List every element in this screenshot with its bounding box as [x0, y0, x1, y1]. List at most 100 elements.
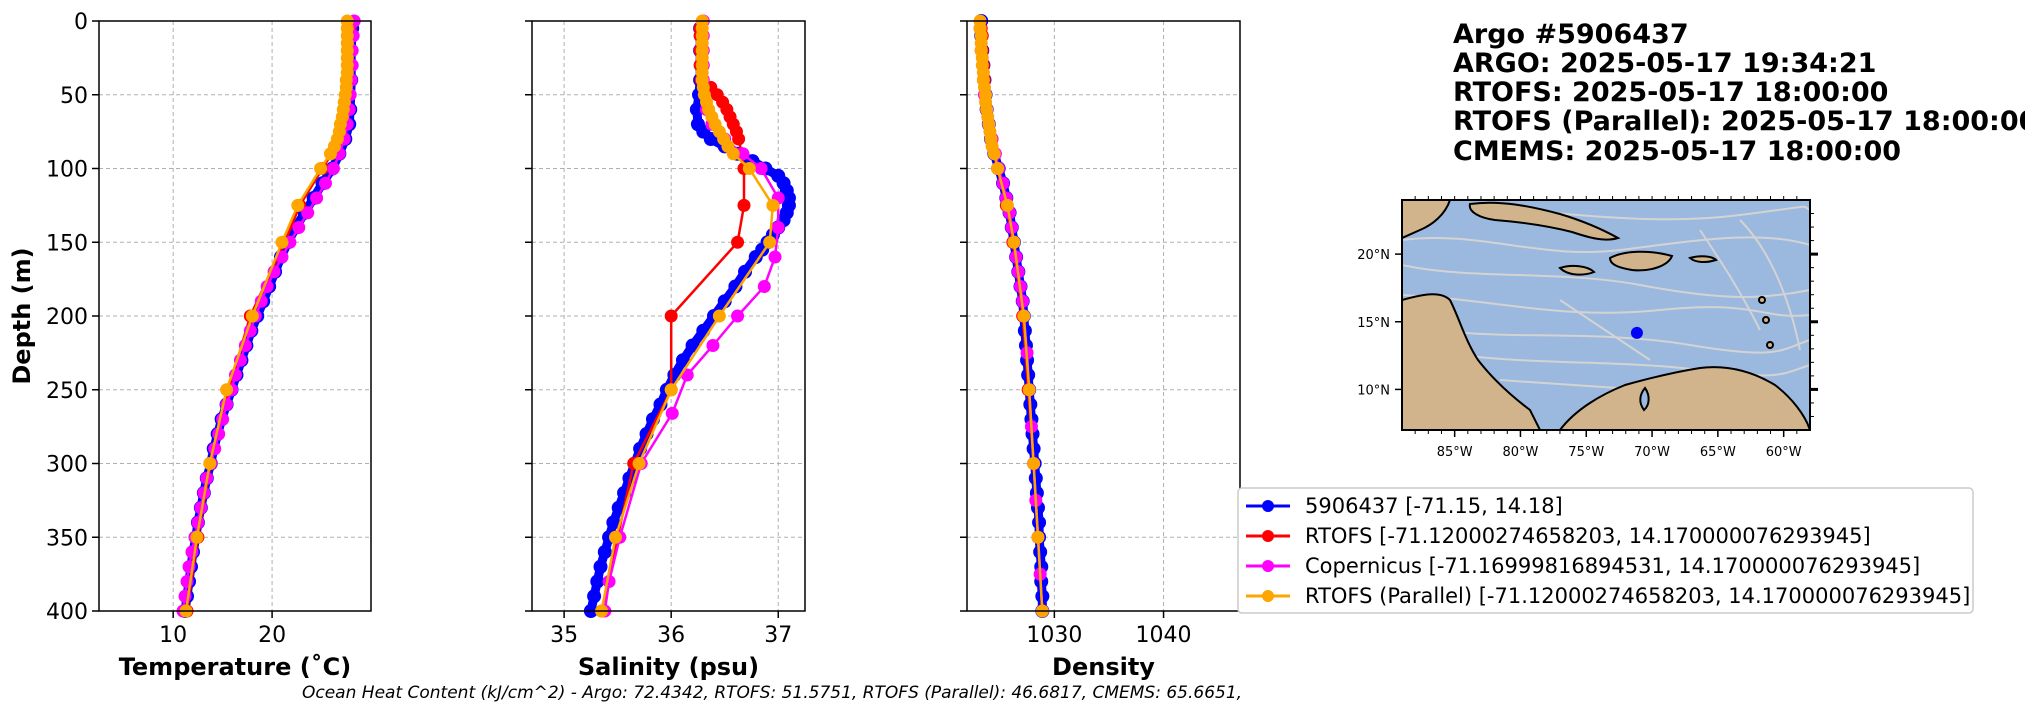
- x-tick-label: 1040: [1136, 623, 1192, 648]
- series-line-argo: [180, 28, 357, 612]
- point-rtofs_parallel: [987, 147, 1001, 161]
- point-copernicus: [731, 309, 745, 323]
- point-rtofs_parallel: [742, 162, 756, 175]
- point-rtofs_parallel: [763, 235, 777, 249]
- point-copernicus: [768, 250, 782, 264]
- title-rtofs-parallel-time: RTOFS (Parallel): 2025-05-17 18:00:00: [1453, 106, 2025, 137]
- location-map: 85°W 80°W 75°W 70°W 65°W 60°W 20°N 15°N 10°N: [1357, 196, 1818, 460]
- legend-marker-rtofs: [1262, 530, 1274, 542]
- x-axis-label: Density: [1052, 653, 1155, 681]
- point-rtofs: [731, 235, 745, 249]
- map-streamlines: [1402, 205, 1810, 396]
- legend-label-copernicus: Copernicus [-71.16999816894531, 14.17000…: [1305, 554, 1920, 578]
- x-tick-label: 20: [258, 623, 286, 648]
- y-tick-label: 100: [46, 158, 88, 183]
- point-argo: [606, 515, 621, 530]
- map-lon-label: 65°W: [1700, 445, 1736, 460]
- legend-marker-copernicus: [1262, 560, 1274, 572]
- point-copernicus: [326, 162, 340, 175]
- map-lon-label: 80°W: [1502, 445, 1538, 460]
- point-copernicus: [706, 339, 720, 352]
- map-lat-label: 20°N: [1357, 248, 1390, 263]
- point-rtofs_parallel: [726, 147, 740, 161]
- point-rtofs_parallel: [1022, 383, 1036, 397]
- x-axis-label: Salinity (psu): [578, 653, 759, 681]
- y-tick-label: 400: [46, 600, 88, 625]
- x-axis-label: Temperature (˚C): [119, 653, 352, 681]
- legend-label-rtofs_parallel: RTOFS (Parallel) [-71.12000274658203, 14…: [1305, 584, 1970, 608]
- y-tick-label: 200: [46, 305, 88, 330]
- map-lon-label: 75°W: [1568, 445, 1604, 460]
- point-rtofs_parallel: [291, 198, 305, 212]
- map-lat-label: 10°N: [1357, 383, 1390, 398]
- point-rtofs: [737, 198, 751, 212]
- point-rtofs_parallel: [1007, 235, 1021, 249]
- x-tick-label: 36: [657, 623, 685, 648]
- point-rtofs: [664, 309, 678, 323]
- point-rtofs_parallel: [1017, 309, 1031, 323]
- point-rtofs_parallel: [1031, 530, 1045, 544]
- point-copernicus: [771, 221, 785, 234]
- x-tick-label: 10: [159, 623, 187, 648]
- point-rtofs_parallel: [1000, 198, 1014, 212]
- y-tick-label: 250: [46, 379, 88, 404]
- point-copernicus: [301, 206, 315, 220]
- point-rtofs_parallel: [632, 457, 646, 470]
- legend-label-argo: 5906437 [-71.15, 14.18]: [1305, 494, 1563, 518]
- title-argo-time: ARGO: 2025-05-17 19:34:21: [1453, 48, 1876, 79]
- point-rtofs_parallel: [766, 198, 780, 212]
- point-copernicus: [319, 176, 333, 190]
- point-argo: [1032, 515, 1047, 530]
- float-position-marker: [1630, 326, 1643, 339]
- y-axis-label: Depth (m): [8, 247, 36, 384]
- map-border: [1401, 199, 1811, 431]
- x-tick-label: 37: [764, 623, 792, 648]
- title-rtofs-time: RTOFS: 2025-05-17 18:00:00: [1453, 77, 1888, 108]
- point-argo: [590, 574, 605, 589]
- point-argo: [748, 250, 763, 264]
- point-argo: [1033, 545, 1048, 559]
- y-tick-label: 300: [46, 453, 88, 478]
- y-tick-label: 0: [74, 10, 88, 35]
- point-rtofs_parallel: [275, 235, 289, 249]
- density-panel: 1030 1040 Density: [960, 14, 1241, 681]
- map-land: [1402, 200, 1810, 430]
- point-copernicus: [310, 191, 324, 205]
- point-argo: [689, 102, 704, 117]
- point-argo: [1028, 471, 1043, 486]
- map-lon-label: 60°W: [1766, 445, 1802, 460]
- point-rtofs_parallel: [220, 383, 234, 397]
- title-argo-id: Argo #5906437: [1453, 19, 1689, 50]
- point-argo: [675, 353, 690, 368]
- legend: 5906437 [-71.15, 14.18] RTOFS [-71.120002…: [1237, 487, 1974, 614]
- point-copernicus: [665, 406, 679, 420]
- legend-marker-argo: [1262, 500, 1274, 512]
- point-rtofs: [732, 132, 746, 146]
- point-argo: [593, 559, 608, 574]
- title-block: Argo #5906437 ARGO: 2025-05-17 19:34:21 …: [1453, 19, 2025, 167]
- point-copernicus: [757, 280, 771, 293]
- point-argo: [685, 338, 700, 353]
- point-rtofs_parallel: [712, 309, 726, 323]
- x-tick-label: 1030: [1026, 623, 1082, 648]
- map-lon-label: 85°W: [1437, 445, 1473, 460]
- series-line-rtofs: [185, 28, 352, 612]
- map-lon-label: 70°W: [1634, 445, 1670, 460]
- legend-label-rtofs: RTOFS [-71.12000274658203, 14.1700000762…: [1305, 524, 1871, 548]
- point-argo: [728, 279, 743, 294]
- point-rtofs_parallel: [245, 309, 259, 323]
- point-argo: [597, 545, 612, 559]
- point-argo: [696, 323, 711, 338]
- y-tick-label: 350: [46, 526, 88, 551]
- point-copernicus: [754, 162, 768, 175]
- temperature-panel: 0 50 100 150 200 250 300 350 400 10 20 Temperature …: [8, 10, 372, 681]
- point-rtofs_parallel: [609, 530, 623, 544]
- y-tick-label: 150: [46, 231, 88, 256]
- point-rtofs_parallel: [323, 147, 337, 161]
- map-ticks: 85°W 80°W 75°W 70°W 65°W 60°W 20°N 15°N 10°N: [1357, 196, 1818, 460]
- point-copernicus: [292, 221, 306, 234]
- map-lat-label: 15°N: [1357, 316, 1390, 331]
- ocean-heat-content-footer: Ocean Heat Content (kJ/cm^2) - Argo: 72.…: [302, 683, 1242, 703]
